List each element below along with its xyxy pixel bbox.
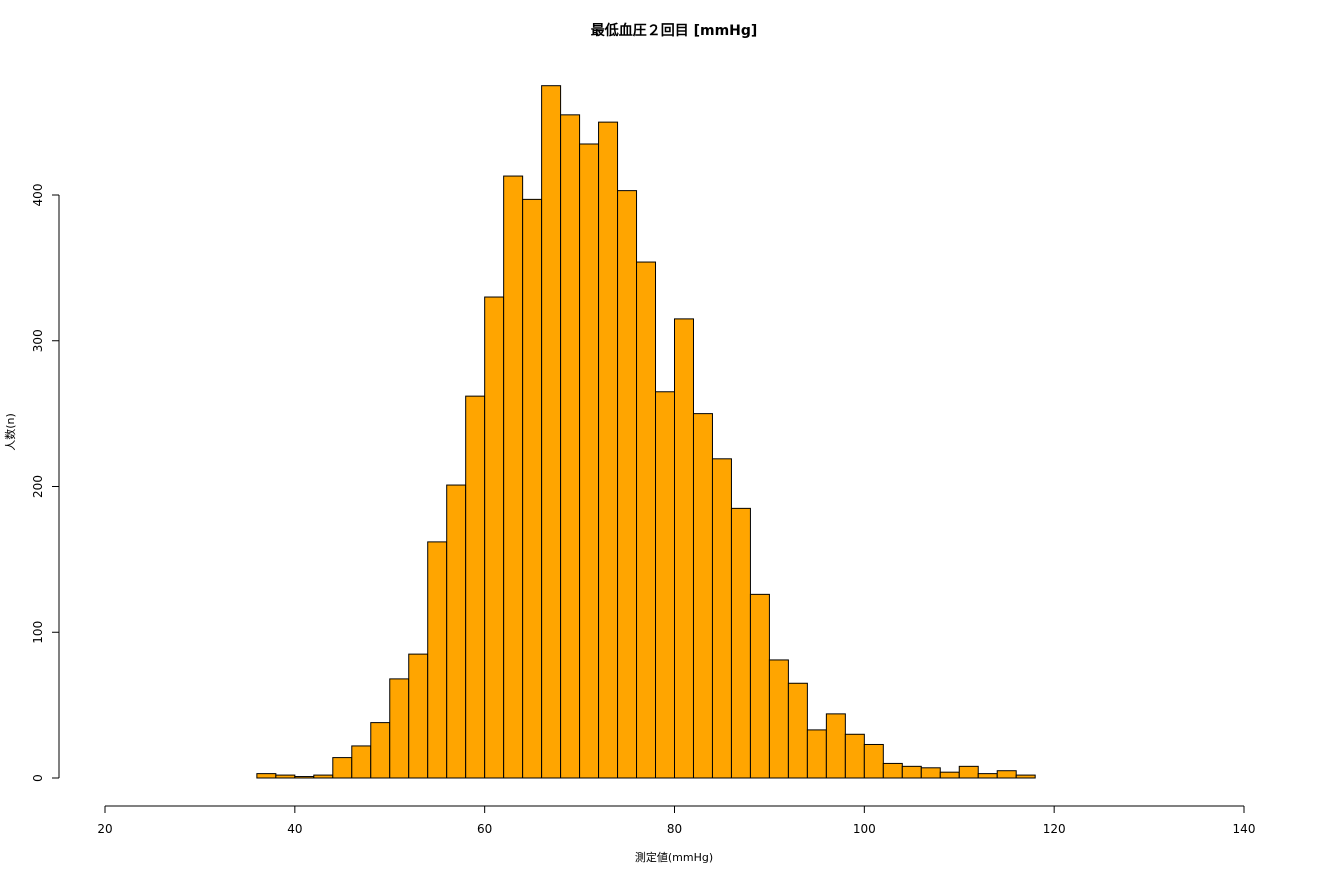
- histogram-bar: [730, 507, 751, 779]
- histogram-bar: [768, 659, 789, 779]
- histogram-bar: [351, 745, 372, 779]
- histogram-bar: [1015, 774, 1036, 779]
- histogram-bar: [920, 767, 941, 779]
- histogram-bar: [465, 395, 486, 779]
- histogram-bar: [806, 729, 827, 779]
- histogram-bar: [313, 774, 334, 779]
- histogram-bar: [256, 773, 277, 779]
- histogram-bar: [332, 757, 353, 779]
- y-tick-label: 200: [31, 475, 45, 498]
- histogram-bar: [275, 774, 296, 779]
- histogram-bar: [977, 773, 998, 779]
- y-tick-label: 400: [31, 184, 45, 207]
- histogram-bar: [522, 198, 543, 779]
- histogram-bar: [939, 771, 960, 779]
- y-tick-label: 0: [31, 774, 45, 782]
- histogram-bar: [294, 776, 315, 779]
- histogram-bar: [711, 458, 732, 779]
- histogram-bars: [256, 85, 1036, 779]
- histogram-bar: [882, 762, 903, 779]
- histogram-bar: [389, 678, 410, 779]
- x-axis-label: 測定値(mmHg): [635, 850, 713, 864]
- x-tick-label: 140: [1233, 822, 1256, 836]
- histogram-bar: [560, 114, 581, 779]
- x-tick-label: 60: [477, 822, 492, 836]
- histogram-bar: [484, 296, 505, 779]
- x-tick-label: 80: [667, 822, 682, 836]
- x-tick-label: 40: [287, 822, 302, 836]
- histogram-bar: [787, 682, 808, 779]
- y-axis: 0 100 200 300 400: [31, 184, 60, 782]
- histogram-bar: [446, 484, 467, 779]
- histogram-bar: [636, 261, 657, 779]
- x-axis: 20 40 60 80 100 120 140: [97, 805, 1256, 836]
- histogram-bar: [655, 391, 675, 779]
- histogram-bar: [844, 733, 865, 779]
- x-tick-label: 20: [97, 822, 112, 836]
- histogram-bar: [958, 765, 979, 779]
- histogram-bar: [598, 121, 619, 779]
- histogram-bar: [674, 318, 694, 779]
- histogram-bar: [503, 175, 524, 779]
- histogram-bar: [370, 722, 391, 779]
- x-tick-label: 120: [1043, 822, 1066, 836]
- histogram-bar: [617, 190, 638, 779]
- histogram-bar: [825, 713, 846, 779]
- histogram-bar: [996, 770, 1017, 779]
- y-tick-label: 300: [31, 329, 45, 352]
- histogram-bar: [901, 765, 922, 779]
- y-tick-label: 100: [31, 621, 45, 644]
- histogram-bar: [749, 593, 770, 779]
- histogram-bar: [427, 541, 448, 779]
- x-tick-label: 100: [853, 822, 876, 836]
- histogram-bar: [408, 653, 429, 779]
- chart-title: 最低血圧２回目 [mmHg]: [591, 22, 758, 39]
- histogram-bar: [541, 85, 562, 779]
- histogram-bar: [863, 743, 884, 779]
- y-axis-label: 人数(n): [4, 413, 17, 451]
- histogram-bar: [692, 413, 713, 779]
- histogram-bar: [579, 143, 600, 779]
